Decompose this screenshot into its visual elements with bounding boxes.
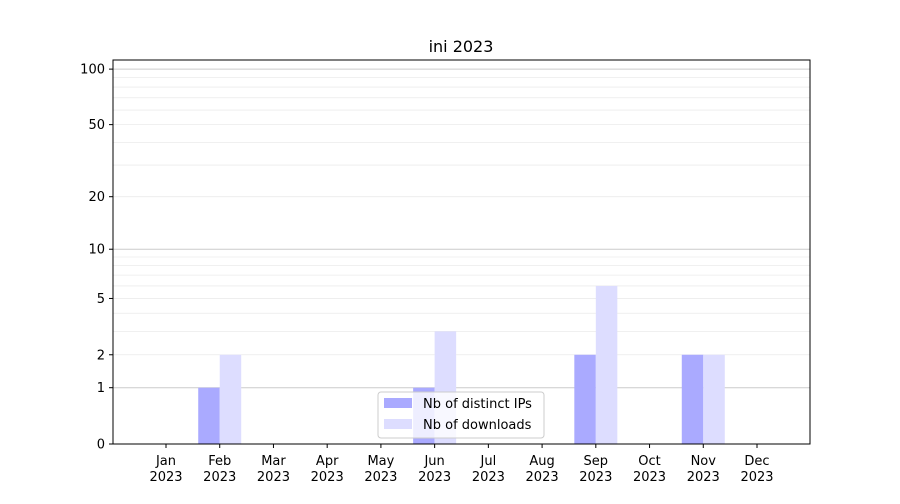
bar-distinct-ips: [198, 387, 220, 444]
chart-title: ini 2023: [429, 37, 494, 56]
y-tick-label: 50: [88, 118, 105, 133]
x-tick-label: Oct 2023: [633, 454, 666, 485]
x-tick-label: Dec 2023: [740, 454, 773, 485]
y-tick-label: 2: [97, 348, 105, 363]
x-tick-label: May 2023: [364, 454, 397, 485]
x-tick-label: Jan 2023: [149, 454, 182, 485]
y-tick-label: 10: [88, 243, 105, 258]
x-tick-label: Jun 2023: [418, 454, 451, 485]
x-tick-label: Sep 2023: [579, 454, 612, 485]
bar-downloads: [595, 285, 618, 444]
legend-swatch: [384, 419, 412, 429]
bar-distinct-ips: [681, 354, 704, 444]
plot-frame: [112, 59, 811, 445]
legend-label: Nb of downloads: [423, 418, 532, 433]
bar-downloads: [703, 354, 725, 444]
legend-label: Nb of distinct IPs: [423, 397, 532, 412]
y-tick-label: 1: [97, 381, 105, 396]
x-tick-label: Mar 2023: [257, 454, 290, 485]
y-tick-label: 0: [97, 438, 105, 453]
bar-downloads: [219, 354, 242, 444]
x-tick-label: Nov 2023: [687, 454, 720, 485]
y-tick-label: 5: [97, 292, 105, 307]
x-tick-label: Jul 2023: [472, 454, 505, 485]
x-tick-label: Apr 2023: [311, 454, 344, 485]
x-tick-label: Aug 2023: [526, 454, 559, 485]
legend-box: [377, 391, 545, 439]
y-tick-label: 100: [80, 63, 105, 78]
legend-swatch: [384, 398, 412, 408]
y-tick-label: 20: [88, 190, 105, 205]
bar-distinct-ips: [574, 354, 596, 444]
x-tick-label: Feb 2023: [203, 454, 236, 485]
